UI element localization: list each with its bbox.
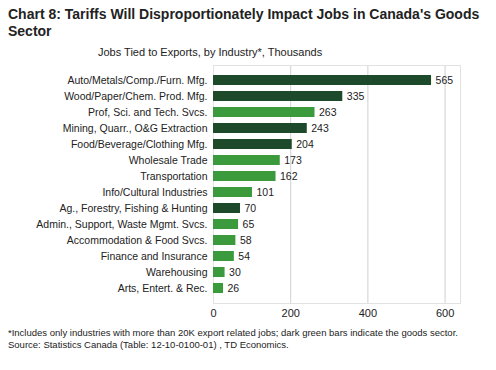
svg-text:Ag., Forestry, Fishing & Hunti: Ag., Forestry, Fishing & Hunting xyxy=(59,202,207,214)
svg-text:Prof, Sci. and Tech. Svcs.: Prof, Sci. and Tech. Svcs. xyxy=(88,106,207,118)
html-text:*Includes only industries with: *Includes only industries with more than… xyxy=(8,327,458,350)
svg-text:Accommodation & Food Svcs.: Accommodation & Food Svcs. xyxy=(67,234,208,246)
svg-text:Arts, Entert. & Rec.: Arts, Entert. & Rec. xyxy=(118,282,208,294)
svg-text:70: 70 xyxy=(245,202,257,214)
svg-text:Transportation: Transportation xyxy=(140,170,207,182)
svg-text:Finance and Insurance: Finance and Insurance xyxy=(101,250,208,262)
svg-text:162: 162 xyxy=(280,170,298,182)
svg-text:173: 173 xyxy=(284,154,302,166)
html-text:Jobs Tied to Exports, by Indus: Jobs Tied to Exports, by Industry*, Thou… xyxy=(98,46,323,58)
svg-text:Wood/Paper/Chem. Prod. Mfg.: Wood/Paper/Chem. Prod. Mfg. xyxy=(64,90,207,102)
svg-text:600: 600 xyxy=(436,307,454,319)
html-text:Chart 8: Tariffs Will Dispropo: Chart 8: Tariffs Will Disproportionately… xyxy=(8,6,480,39)
svg-text:65: 65 xyxy=(243,218,255,230)
svg-text:26: 26 xyxy=(228,282,240,294)
svg-text:Warehousing: Warehousing xyxy=(146,266,208,278)
svg-text:565: 565 xyxy=(436,74,454,86)
svg-text:263: 263 xyxy=(319,106,337,118)
svg-text:Admin., Support, Waste Mgmt. S: Admin., Support, Waste Mgmt. Svcs. xyxy=(36,218,207,230)
svg-text:Auto/Metals/Comp./Furn. Mfg.: Auto/Metals/Comp./Furn. Mfg. xyxy=(67,74,207,86)
svg-text:Mining, Quarr., O&G Extraction: Mining, Quarr., O&G Extraction xyxy=(63,122,208,134)
svg-text:204: 204 xyxy=(296,138,314,150)
svg-text:101: 101 xyxy=(256,186,274,198)
svg-text:58: 58 xyxy=(240,234,252,246)
svg-text:54: 54 xyxy=(238,250,250,262)
svg-text:243: 243 xyxy=(311,122,329,134)
svg-text:30: 30 xyxy=(229,266,241,278)
svg-text:335: 335 xyxy=(347,90,365,102)
svg-text:Wholesale Trade: Wholesale Trade xyxy=(129,154,208,166)
svg-text:400: 400 xyxy=(359,307,377,319)
svg-text:Food/Beverage/Clothing Mfg.: Food/Beverage/Clothing Mfg. xyxy=(71,138,208,150)
svg-text:200: 200 xyxy=(282,307,300,319)
svg-text:0: 0 xyxy=(210,307,216,319)
svg-text:Info/Cultural Industries: Info/Cultural Industries xyxy=(102,186,207,198)
